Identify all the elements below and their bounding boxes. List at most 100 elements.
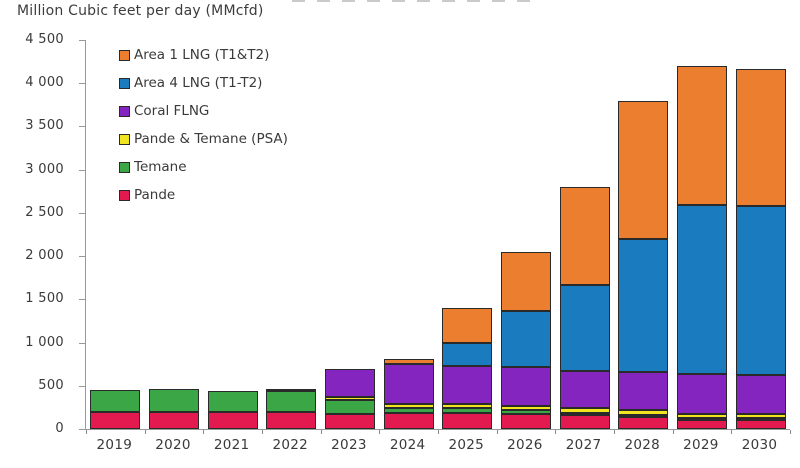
bar-segment-2027-pande-temane-psa-: [559, 408, 610, 413]
bar-segment-2019-pande: [90, 411, 141, 429]
bar-2029: [676, 66, 727, 429]
x-tick-mark: [555, 430, 557, 434]
bar-segment-2028-area-4-lng-t1-t2-: [618, 238, 669, 372]
bar-segment-2026-temane: [500, 410, 551, 414]
bar-2019: [90, 390, 141, 429]
legend-label: Coral FLNG: [134, 103, 210, 119]
bar-segment-2026-area-1-lng-t1-t2-: [500, 251, 551, 311]
legend-item: Area 1 LNG (T1&T2): [119, 41, 288, 69]
bar-segment-2028-coral-flng: [618, 371, 669, 410]
bar-segment-2029-coral-flng: [676, 373, 727, 414]
bar-2024: [383, 359, 434, 429]
bar-segment-2030-pande-temane-psa-: [735, 413, 786, 419]
y-tick-mark: [79, 83, 85, 85]
x-axis-label-2020: 2020: [155, 437, 191, 453]
bar-segment-2025-area-1-lng-t1-t2-: [442, 308, 493, 344]
y-tick-mark: [79, 212, 85, 214]
bar-segment-2024-area-1-lng-t1-t2-: [383, 359, 434, 364]
y-tick-mark: [79, 126, 85, 128]
bar-segment-2023-temane: [324, 400, 375, 415]
x-axis-label-2022: 2022: [272, 437, 309, 453]
x-tick-mark: [614, 430, 615, 434]
bar-segment-2027-pande: [559, 414, 610, 429]
bars-container: [86, 40, 790, 429]
x-tick-mark: [496, 430, 498, 434]
x-axis-label-2023: 2023: [331, 437, 367, 453]
bar-segment-2019-temane: [90, 390, 141, 412]
bar-segment-2025-coral-flng: [442, 366, 493, 404]
y-tick-mark: [79, 429, 85, 430]
legend-label: Pande & Temane (PSA): [134, 131, 288, 147]
bar-segment-2023-pande-temane-psa-: [324, 397, 375, 401]
bar-segment-2026-pande-temane-psa-: [500, 405, 551, 410]
bar-2025: [442, 308, 493, 429]
legend-label: Area 1 LNG (T1&T2): [134, 47, 270, 63]
x-axis-label-2024: 2024: [389, 437, 426, 453]
x-axis-label-2030: 2030: [741, 437, 778, 453]
legend-swatch-icon: [119, 133, 130, 145]
bar-segment-2029-pande: [676, 419, 727, 429]
x-tick-mark: [379, 430, 381, 434]
x-axis-label-2026: 2026: [507, 437, 543, 453]
y-tick-mark: [79, 342, 85, 344]
y-tick-mark: [79, 169, 85, 171]
x-axis-label-2028: 2028: [624, 437, 661, 453]
bar-2026: [500, 251, 551, 429]
bar-segment-2021-temane: [207, 390, 258, 413]
bar-segment-2024-coral-flng: [383, 363, 434, 404]
chart-title: Million Cubic feet per day (MMcfd): [17, 3, 264, 19]
bar-segment-2027-coral-flng: [559, 371, 610, 409]
x-axis-label-2025: 2025: [448, 437, 485, 453]
y-tick-label: 500: [38, 377, 64, 393]
bar-segment-2021-pande: [207, 412, 258, 429]
x-axis-label-2019: 2019: [96, 437, 133, 453]
legend-swatch-icon: [119, 161, 130, 173]
bar-segment-2027-area-1-lng-t1-t2-: [559, 187, 610, 285]
legend-item: Temane: [119, 153, 288, 181]
bar-segment-2025-pande: [442, 412, 493, 429]
plot-area: Area 1 LNG (T1&T2) Area 4 LNG (T1-T2) Cora…: [85, 40, 791, 434]
bar-2023: [324, 368, 375, 429]
bar-segment-2029-area-1-lng-t1-t2-: [676, 66, 727, 206]
x-tick-mark: [320, 430, 322, 434]
bar-segment-2030-area-1-lng-t1-t2-: [735, 69, 786, 206]
bar-2020: [148, 389, 199, 429]
x-axis-label-2027: 2027: [565, 437, 602, 453]
y-tick-label: 3 000: [25, 161, 64, 177]
bar-2022: [266, 388, 317, 429]
legend-swatch-icon: [119, 77, 130, 89]
y-tick-mark: [79, 40, 85, 41]
x-axis-labels: 2019 2020 2021 2022 2023 2024 2025 2026 2027 2028…: [85, 437, 789, 453]
legend-swatch-icon: [119, 105, 130, 117]
bar-segment-2029-pande-temane-psa-: [676, 413, 727, 418]
x-tick-mark: [262, 430, 263, 434]
y-tick-label: 4 500: [25, 32, 64, 47]
x-tick-mark: [731, 430, 733, 434]
y-tick-label: 0: [55, 421, 64, 436]
bar-segment-2026-pande: [500, 413, 551, 429]
bar-segment-2028-temane: [618, 414, 669, 417]
bar-segment-2024-temane: [383, 407, 434, 413]
bar-segment-2030-coral-flng: [735, 375, 786, 414]
bar-segment-2030-temane: [735, 418, 786, 421]
bar-segment-2022-pande-temane-psa-: [266, 388, 317, 391]
bar-segment-2030-pande: [735, 420, 786, 429]
cropped-title-remnant: [292, 0, 532, 2]
legend-label: Temane: [134, 159, 187, 175]
y-tick-mark: [79, 385, 85, 387]
bar-segment-2027-temane: [559, 412, 610, 415]
y-tick-label: 2 000: [25, 248, 64, 264]
bar-2027: [559, 187, 610, 429]
y-tick-mark: [79, 256, 85, 258]
x-tick-mark: [790, 430, 791, 434]
bar-segment-2024-pande-temane-psa-: [383, 403, 434, 408]
x-axis-label-2029: 2029: [683, 437, 719, 453]
bar-segment-2023-pande: [324, 414, 375, 429]
bar-2028: [618, 100, 669, 429]
x-tick-mark: [86, 430, 87, 434]
y-tick-label: 3 500: [25, 118, 64, 134]
legend-swatch-icon: [119, 189, 130, 201]
bar-segment-2025-area-4-lng-t1-t2-: [442, 343, 493, 367]
legend-item: Pande & Temane (PSA): [119, 125, 288, 153]
